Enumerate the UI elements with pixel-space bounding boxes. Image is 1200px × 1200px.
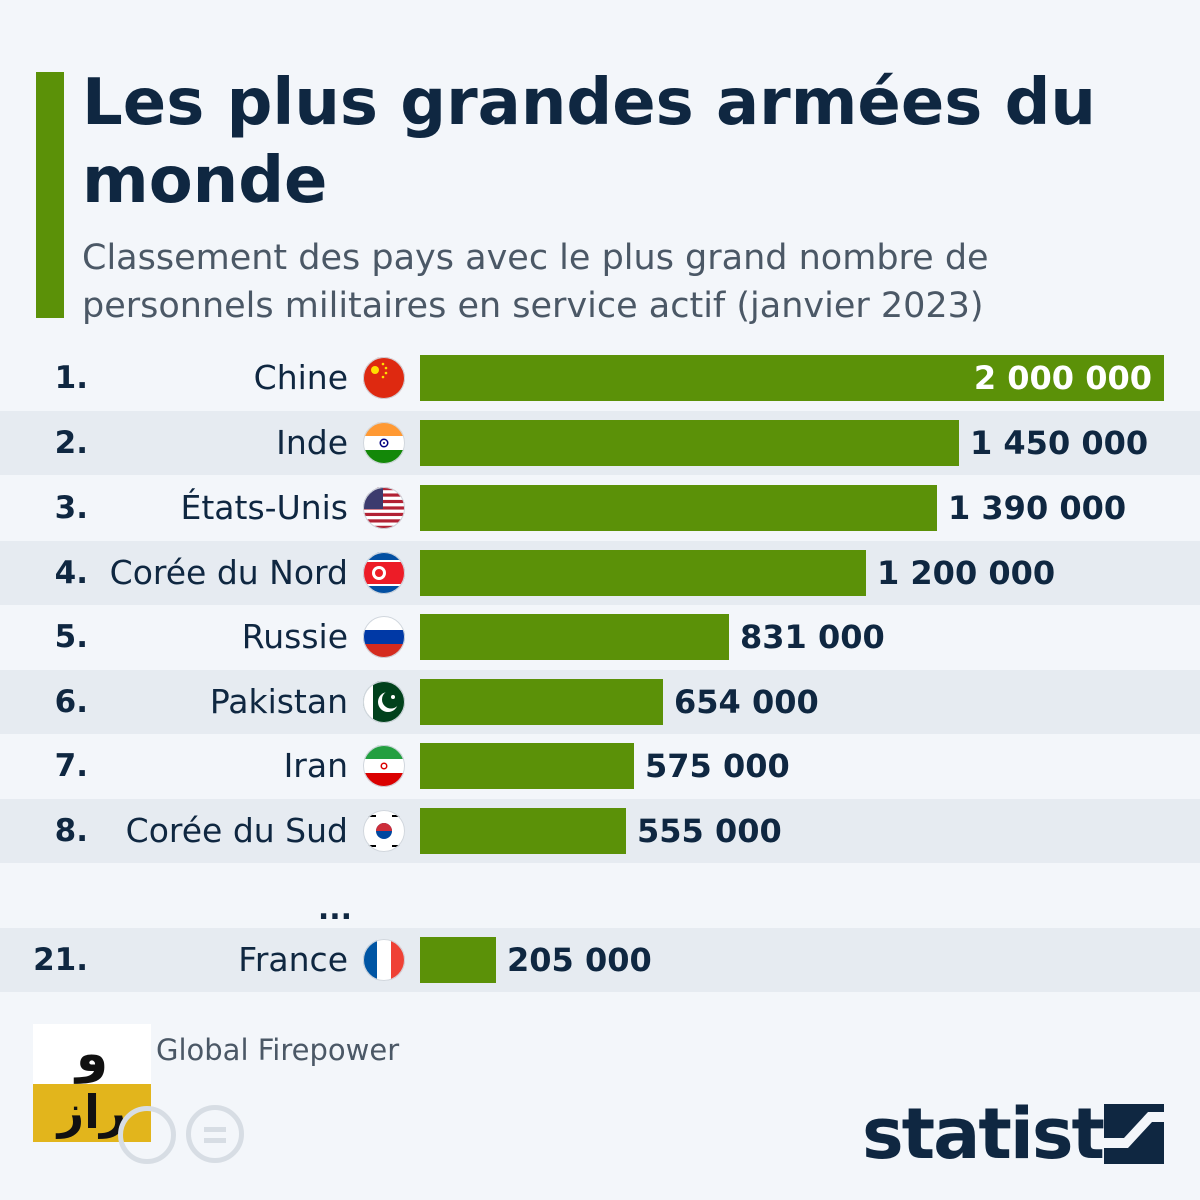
watermark-logo: و راز <box>33 1024 151 1142</box>
bar <box>420 937 496 983</box>
bar <box>420 420 959 466</box>
rank-label: 3. <box>54 490 88 526</box>
logo-glyph-top: و <box>75 1024 109 1084</box>
india-flag-icon <box>363 422 405 464</box>
pakistan-flag-icon <box>363 681 405 723</box>
bar <box>420 808 626 854</box>
country-label: Pakistan <box>209 682 348 721</box>
country-label: Corée du Nord <box>109 553 348 592</box>
value-label: 1 200 000 <box>877 554 1056 592</box>
south-korea-flag-icon <box>363 810 405 852</box>
value-label: 831 000 <box>740 618 885 656</box>
value-label: 654 000 <box>674 683 819 721</box>
statista-logo-icon <box>1104 1104 1164 1164</box>
ellipsis-label: ... <box>317 892 353 927</box>
bar <box>420 355 1164 401</box>
rank-label: 21. <box>33 942 88 978</box>
bar <box>420 485 937 531</box>
bar <box>420 743 634 789</box>
value-label: 1 390 000 <box>948 489 1127 527</box>
logo-top-panel <box>33 1024 151 1084</box>
row-background <box>0 928 1200 992</box>
north-korea-flag-icon <box>363 552 405 594</box>
rank-label: 2. <box>54 425 88 461</box>
value-label: 575 000 <box>645 747 790 785</box>
rank-label: 6. <box>54 684 88 720</box>
usa-flag-icon <box>363 487 405 529</box>
creative-commons-icon <box>118 1106 176 1164</box>
france-flag-icon <box>363 939 405 981</box>
country-label: Chine <box>253 358 348 397</box>
country-label: États-Unis <box>180 488 348 527</box>
bar <box>420 679 663 725</box>
chart-title: Les plus grandes armées du monde <box>82 66 1096 218</box>
statista-wordmark: statista <box>862 1093 1150 1175</box>
chart-subtitle: Classement des pays avec le plus grand n… <box>82 238 989 326</box>
bar <box>420 550 866 596</box>
country-label: Corée du Sud <box>125 811 348 850</box>
value-label: 2 000 000 <box>973 359 1152 397</box>
rank-label: 8. <box>54 813 88 849</box>
title-accent-bar <box>36 72 64 318</box>
country-label: Inde <box>276 423 348 462</box>
value-label: 205 000 <box>507 941 652 979</box>
source-label: Global Firepower <box>156 1033 400 1067</box>
russia-flag-icon <box>363 616 405 658</box>
logo-glyph-bottom: راز <box>57 1085 127 1139</box>
country-label: France <box>238 940 348 979</box>
rank-label: 1. <box>54 360 88 396</box>
rank-label: 5. <box>54 619 88 655</box>
bar <box>420 614 729 660</box>
value-label: 1 450 000 <box>970 424 1149 462</box>
iran-flag-icon <box>363 745 405 787</box>
china-flag-icon <box>363 357 405 399</box>
country-label: Iran <box>283 746 348 785</box>
country-label: Russie <box>241 617 348 656</box>
bar-chart: 1. Chine 2 000 000 2. Inde 1 450 000 3. États-U… <box>0 355 1200 1005</box>
rank-label: 7. <box>54 748 88 784</box>
value-label: 555 000 <box>637 812 782 850</box>
no-derivatives-icon <box>186 1105 244 1163</box>
rank-label: 4. <box>54 555 88 591</box>
